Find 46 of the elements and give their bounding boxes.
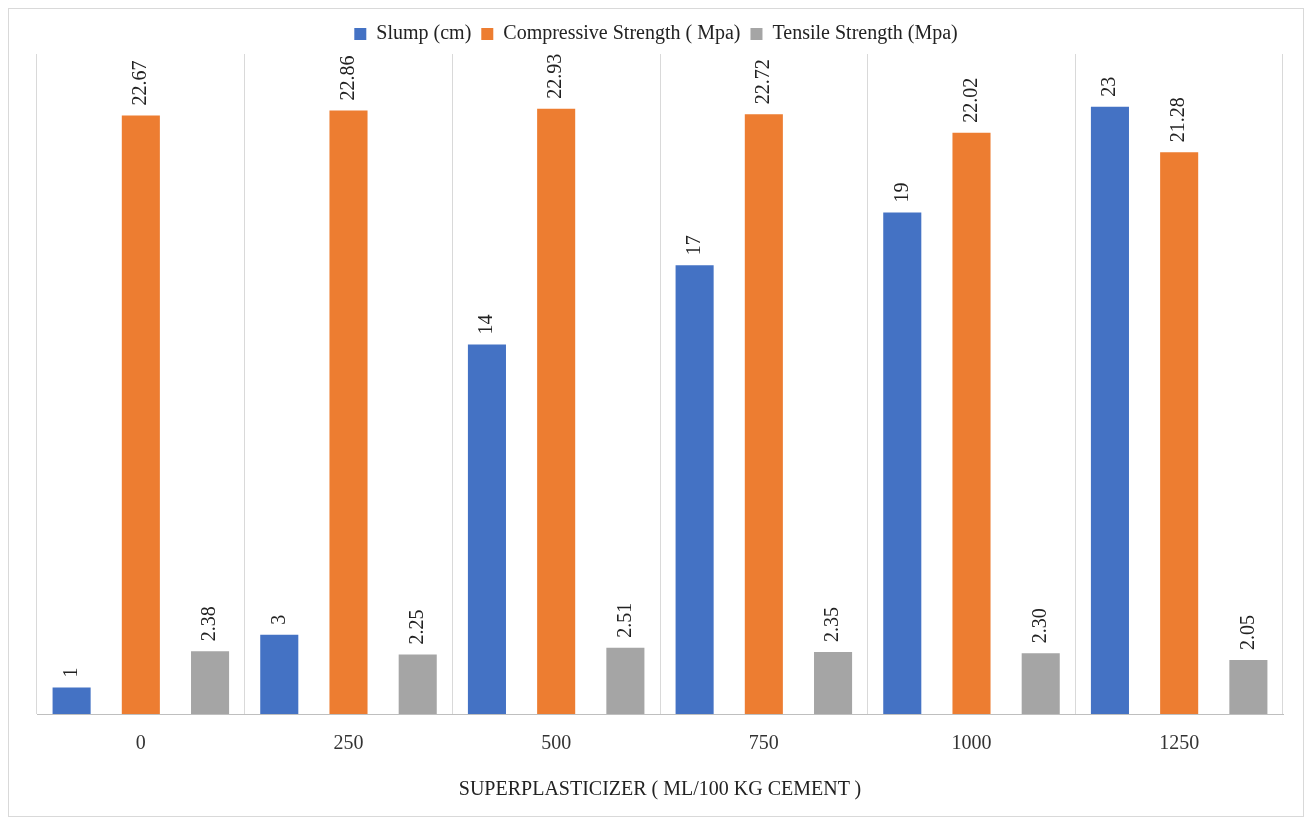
data-label: 2.30 [1027, 608, 1050, 644]
bar [1021, 653, 1060, 714]
legend-label: Compressive Strength ( Mpa) [503, 21, 741, 45]
legend-label: Tensile Strength (Mpa) [772, 21, 958, 45]
x-tick-label: 1000 [951, 731, 992, 754]
bar [260, 634, 299, 714]
bar [52, 687, 91, 714]
data-label: 1 [58, 667, 81, 678]
bar [1160, 152, 1199, 714]
data-label: 2.05 [1235, 614, 1258, 650]
bar [121, 115, 160, 714]
data-label: 22.67 [128, 60, 151, 106]
bar [398, 654, 437, 714]
bar [537, 108, 576, 714]
data-label: 2.25 [404, 609, 427, 645]
bar [883, 212, 922, 714]
data-label: 2.35 [820, 606, 843, 642]
x-tick-label: 1250 [1159, 731, 1200, 754]
bar [675, 265, 714, 714]
data-label: 22.02 [958, 77, 981, 123]
bar [1229, 659, 1268, 714]
data-label: 23 [1097, 76, 1120, 97]
legend-label: Slump (cm) [376, 21, 472, 45]
data-label: 2.38 [197, 606, 220, 642]
data-label: 2.51 [612, 602, 635, 638]
bar [467, 344, 506, 714]
x-tick-label: 750 [748, 731, 779, 754]
data-label: 21.28 [1166, 97, 1189, 143]
bar [744, 114, 783, 714]
bar [329, 110, 368, 714]
x-axis-title: SUPERPLASTICIZER ( ML/100 KG CEMENT ) [458, 777, 862, 801]
data-label: 3 [266, 614, 289, 625]
bar [191, 651, 230, 714]
x-tick-label: 500 [541, 731, 572, 754]
data-label: 22.86 [335, 55, 358, 101]
data-label: 14 [474, 314, 497, 335]
bar [814, 651, 853, 714]
x-tick-label: 250 [333, 731, 364, 754]
data-label: 17 [681, 235, 704, 256]
data-label: 22.93 [543, 53, 566, 99]
data-label: 22.72 [751, 59, 774, 105]
data-label: 19 [889, 182, 912, 203]
x-tick-label: 0 [135, 731, 146, 754]
bar [606, 647, 645, 714]
bar [1090, 106, 1129, 714]
bar [952, 132, 991, 714]
